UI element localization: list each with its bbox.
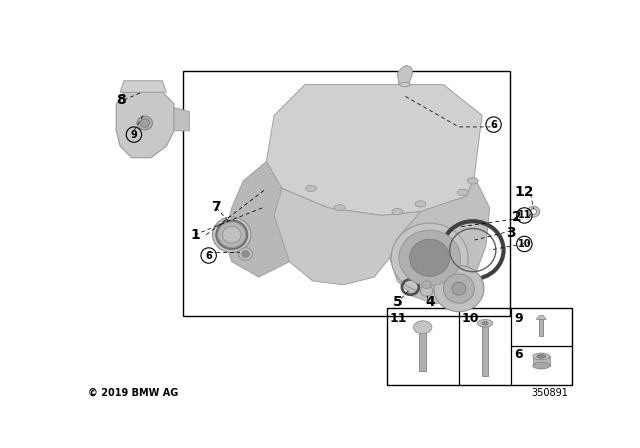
Text: © 2019 BMW AG: © 2019 BMW AG <box>88 388 178 397</box>
Bar <box>387 308 572 385</box>
Ellipse shape <box>420 285 433 296</box>
Text: 7: 7 <box>212 200 221 214</box>
Text: 3: 3 <box>506 226 516 240</box>
Text: 12: 12 <box>515 185 534 199</box>
Text: 2: 2 <box>512 210 522 224</box>
Text: 8: 8 <box>116 93 125 107</box>
Text: 9: 9 <box>131 129 138 140</box>
Text: 350891: 350891 <box>531 388 568 397</box>
Ellipse shape <box>444 274 474 303</box>
Ellipse shape <box>452 282 466 295</box>
Ellipse shape <box>334 205 345 211</box>
Ellipse shape <box>399 82 410 86</box>
Ellipse shape <box>306 185 316 192</box>
Text: 11: 11 <box>518 211 531 220</box>
Bar <box>183 71 509 315</box>
Ellipse shape <box>239 248 253 260</box>
Polygon shape <box>116 92 174 158</box>
Ellipse shape <box>399 230 460 285</box>
Ellipse shape <box>140 119 149 127</box>
Polygon shape <box>397 65 413 85</box>
Polygon shape <box>274 189 420 285</box>
Text: 10: 10 <box>518 239 531 249</box>
Ellipse shape <box>391 223 468 293</box>
Polygon shape <box>536 315 547 319</box>
Bar <box>419 331 426 371</box>
Ellipse shape <box>477 319 493 327</box>
Text: 10: 10 <box>462 313 479 326</box>
Ellipse shape <box>223 226 241 243</box>
Text: 6: 6 <box>205 250 212 260</box>
Ellipse shape <box>422 281 431 289</box>
Text: 1: 1 <box>191 228 200 242</box>
Polygon shape <box>266 85 482 215</box>
Ellipse shape <box>434 266 484 312</box>
Ellipse shape <box>415 201 426 207</box>
Ellipse shape <box>218 222 246 247</box>
Polygon shape <box>120 81 166 92</box>
Ellipse shape <box>482 321 488 325</box>
Ellipse shape <box>458 189 468 195</box>
Ellipse shape <box>531 209 537 214</box>
Ellipse shape <box>467 178 478 184</box>
Ellipse shape <box>537 354 546 358</box>
Bar <box>533 356 550 366</box>
Text: 11: 11 <box>390 313 407 326</box>
Ellipse shape <box>413 321 432 334</box>
Text: 6: 6 <box>515 348 523 361</box>
Polygon shape <box>390 177 490 304</box>
Ellipse shape <box>410 239 450 276</box>
Text: 4: 4 <box>426 296 435 310</box>
Text: 6: 6 <box>490 120 497 129</box>
Ellipse shape <box>527 206 540 217</box>
Bar <box>482 326 488 375</box>
Ellipse shape <box>242 250 250 258</box>
Ellipse shape <box>137 116 152 130</box>
Ellipse shape <box>392 208 403 215</box>
Text: 9: 9 <box>515 313 523 326</box>
Bar <box>540 319 543 336</box>
Text: 5: 5 <box>392 296 402 310</box>
Polygon shape <box>174 108 189 131</box>
Ellipse shape <box>533 362 550 369</box>
Ellipse shape <box>212 217 251 252</box>
Ellipse shape <box>533 353 550 360</box>
Polygon shape <box>224 162 328 277</box>
